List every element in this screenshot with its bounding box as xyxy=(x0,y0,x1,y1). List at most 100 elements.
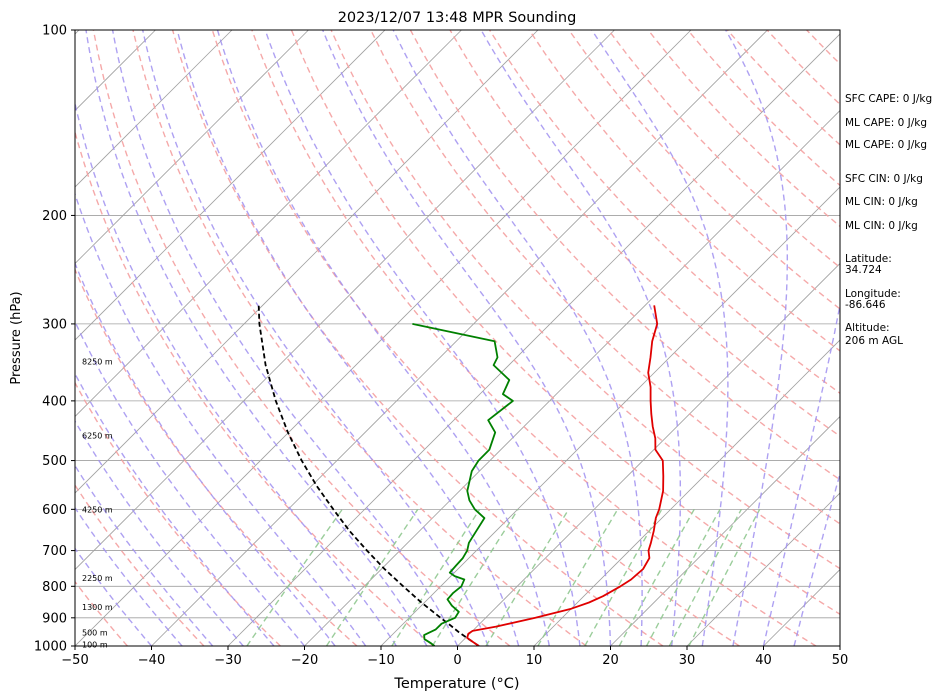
sfc-cape-text: SFC CAPE: 0 J/kg xyxy=(845,93,932,105)
moist-adiabat-line xyxy=(75,372,275,646)
dry-adiabat-line xyxy=(528,30,840,352)
dry-adiabat-line xyxy=(370,30,840,525)
info-panel: SFC CAPE: 0 J/kg ML CAPE: 0 J/kg ML CAPE… xyxy=(845,93,932,347)
isotherm-line xyxy=(75,30,462,418)
x-tick-label: −50 xyxy=(61,653,88,668)
dry-adiabat-line xyxy=(330,30,840,570)
x-tick-label: −20 xyxy=(291,653,318,668)
dry-adiabat-line xyxy=(568,30,840,310)
isotherm-line xyxy=(533,339,840,646)
ml-cape-text-2: ML CAPE: 0 J/kg xyxy=(845,139,927,151)
height-label: 500 m xyxy=(82,628,108,637)
mixing-ratio-line xyxy=(688,508,761,646)
dry-adiabat-line xyxy=(489,30,840,395)
mixing-ratio-line xyxy=(618,508,695,646)
isotherm-line xyxy=(610,415,840,646)
x-tick-label: 0 xyxy=(453,653,461,668)
dewpoint-profile-line xyxy=(412,323,514,646)
moist-adiabat-line xyxy=(216,30,550,646)
isotherm-line xyxy=(686,492,840,646)
dry-adiabat-line xyxy=(211,30,740,646)
y-tick-label: 700 xyxy=(42,544,67,559)
mixing-ratio-line xyxy=(645,508,721,646)
ml-cin-text: ML CIN: 0 J/kg xyxy=(845,196,918,208)
moist-adiabat-line xyxy=(75,419,244,646)
isotherm-line xyxy=(75,30,615,571)
y-axis-title: Pressure (hPa) xyxy=(9,291,24,384)
y-axis: 1000 900 800 700 600 500 400 300 200 100 xyxy=(34,24,75,655)
dry-adiabat-line xyxy=(75,267,358,646)
height-label: 2250 m xyxy=(82,574,113,583)
mixing-ratio-line xyxy=(668,508,742,646)
moist-adiabat-line xyxy=(75,100,397,646)
moist-adiabat-line xyxy=(142,30,489,646)
y-tick-label: 500 xyxy=(42,454,67,469)
y-tick-label: 300 xyxy=(42,317,67,332)
y-tick-label: 100 xyxy=(42,24,67,39)
moist-adiabat-line xyxy=(725,30,788,646)
height-label: 100 m xyxy=(82,641,108,650)
y-tick-label: 200 xyxy=(42,209,67,224)
temperature-profile-line xyxy=(466,305,665,646)
moist-adiabat-line xyxy=(111,30,459,646)
latitude-label: Latitude: xyxy=(845,253,892,265)
background-lines xyxy=(0,30,840,646)
x-tick-label: −10 xyxy=(367,653,394,668)
moist-adiabat-line xyxy=(75,261,336,646)
x-tick-label: 40 xyxy=(755,653,772,668)
height-labels: 100 m 500 m 1300 m 2250 m 4250 m 6250 m 8250 m xyxy=(82,357,113,649)
x-tick-label: −40 xyxy=(138,653,165,668)
isotherm-line xyxy=(0,30,3,646)
dry-adiabat-line xyxy=(75,381,281,646)
mixing-ratio-line xyxy=(391,508,481,646)
mixing-ratio-line xyxy=(246,508,343,646)
x-tick-label: 20 xyxy=(602,653,619,668)
dry-adiabat-line xyxy=(290,30,840,616)
mixing-ratio-line xyxy=(584,508,663,646)
height-label: 8250 m xyxy=(82,357,113,366)
isotherm-line xyxy=(304,109,840,646)
x-axis: −50 −40 −30 −20 −10 0 10 20 30 40 50 xyxy=(61,646,848,668)
isotherm-line xyxy=(151,30,768,646)
latitude-value: 34.724 xyxy=(845,264,882,276)
moist-adiabat-line xyxy=(480,30,682,646)
longitude-value: -86.646 xyxy=(845,299,886,311)
x-tick-label: −30 xyxy=(214,653,241,668)
y-tick-label: 1000 xyxy=(34,640,67,655)
mixing-ratio-line xyxy=(485,508,570,646)
moist-adiabat-line xyxy=(85,30,428,646)
height-label: 6250 m xyxy=(82,431,113,440)
isotherm-line xyxy=(75,30,233,188)
dry-adiabat-line xyxy=(75,483,205,646)
height-label: 4250 m xyxy=(82,505,113,514)
isotherm-line xyxy=(75,30,539,494)
moist-adiabat-line xyxy=(264,30,581,646)
isotherm-line xyxy=(75,30,386,341)
isotherm-line xyxy=(227,33,840,646)
x-tick-label: 30 xyxy=(679,653,696,668)
sfc-cin-text: SFC CIN: 0 J/kg xyxy=(845,173,923,185)
moist-adiabat-line xyxy=(793,471,840,646)
longitude-label: Longitude: xyxy=(845,288,901,300)
y-tick-label: 600 xyxy=(42,503,67,518)
dry-adiabat-line xyxy=(132,30,587,646)
altitude-label: Altitude: xyxy=(845,322,890,334)
x-tick-label: 10 xyxy=(526,653,543,668)
moist-adiabat-line xyxy=(176,30,520,646)
dry-adiabat-line xyxy=(171,30,664,646)
moist-adiabat-line xyxy=(591,30,729,646)
moist-adiabat-line xyxy=(75,464,214,646)
mixing-ratio-line xyxy=(537,508,619,646)
altitude-value: 206 m AGL xyxy=(845,335,903,347)
dry-adiabat-line xyxy=(251,30,817,646)
mixing-ratio-line xyxy=(325,508,419,646)
plot-frame xyxy=(74,29,841,647)
y-tick-label: 900 xyxy=(42,611,67,626)
mixing-ratio-line xyxy=(431,508,519,646)
ml-cape-text: ML CAPE: 0 J/kg xyxy=(845,117,927,129)
profile-lines xyxy=(257,305,665,646)
x-axis-title: Temperature (°C) xyxy=(393,676,519,692)
dry-adiabat-line xyxy=(92,30,511,646)
moist-adiabat-line xyxy=(762,301,840,646)
moist-adiabat-line xyxy=(392,30,643,646)
